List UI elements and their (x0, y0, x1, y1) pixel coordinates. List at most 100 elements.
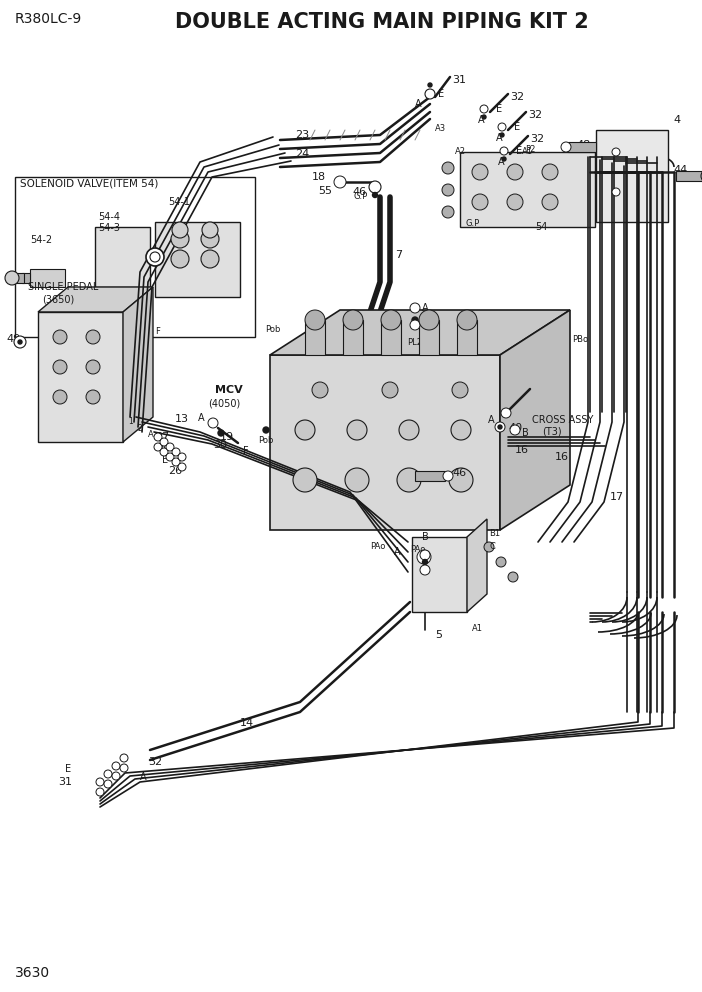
Text: A: A (496, 133, 503, 143)
Bar (155, 222, 240, 297)
Text: MCV: MCV (215, 385, 243, 395)
Circle shape (542, 194, 558, 210)
Text: 40: 40 (508, 423, 522, 433)
Circle shape (154, 443, 162, 451)
Text: SINGLE PEDAL: SINGLE PEDAL (28, 282, 98, 292)
Text: 55: 55 (318, 186, 332, 196)
Circle shape (171, 250, 189, 268)
Circle shape (263, 427, 269, 433)
Bar (22, 273, 30, 283)
Text: 13: 13 (175, 414, 189, 424)
Text: 27: 27 (422, 322, 436, 332)
Text: 14: 14 (240, 718, 254, 728)
Circle shape (561, 142, 571, 152)
Text: A3: A3 (435, 124, 446, 133)
Circle shape (334, 176, 346, 188)
Circle shape (172, 458, 180, 466)
Text: 31: 31 (452, 75, 466, 85)
Circle shape (373, 192, 378, 197)
Circle shape (112, 762, 120, 770)
Text: 1: 1 (128, 417, 133, 426)
Circle shape (508, 572, 518, 582)
Text: E: E (438, 89, 444, 99)
Circle shape (345, 468, 369, 492)
Text: 7: 7 (395, 250, 402, 260)
Text: PBo: PBo (572, 335, 588, 344)
Text: A: A (160, 444, 166, 454)
Text: B: B (522, 428, 529, 438)
Circle shape (154, 433, 162, 441)
Circle shape (428, 83, 432, 87)
Circle shape (420, 550, 430, 560)
Text: 46: 46 (452, 468, 466, 478)
Text: E: E (516, 146, 522, 156)
Text: Pob: Pob (265, 325, 280, 334)
Text: 16: 16 (555, 452, 569, 462)
Circle shape (96, 788, 104, 796)
Circle shape (442, 162, 454, 174)
Circle shape (171, 230, 189, 248)
Bar (568, 142, 596, 152)
Text: A: A (198, 413, 204, 423)
Circle shape (120, 764, 128, 772)
Circle shape (701, 169, 702, 183)
Circle shape (484, 542, 494, 552)
Text: 31: 31 (58, 777, 72, 787)
Text: 24: 24 (295, 149, 310, 159)
Text: F: F (155, 327, 160, 336)
Circle shape (312, 382, 328, 398)
Text: A: A (478, 115, 484, 125)
Circle shape (166, 443, 174, 451)
Circle shape (399, 420, 419, 440)
Text: 49: 49 (6, 334, 20, 344)
Text: 2: 2 (138, 424, 143, 433)
Text: 18: 18 (312, 172, 326, 182)
Text: 54-3: 54-3 (98, 223, 120, 233)
Bar (38, 312, 123, 442)
Text: 48: 48 (576, 140, 590, 150)
Text: A: A (394, 547, 401, 557)
Text: B: B (422, 532, 429, 542)
Text: 54-2: 54-2 (30, 235, 52, 245)
Circle shape (457, 310, 477, 330)
Circle shape (295, 420, 315, 440)
Text: 32: 32 (528, 110, 542, 120)
Circle shape (510, 425, 520, 435)
Circle shape (53, 390, 67, 404)
Circle shape (397, 468, 421, 492)
Circle shape (498, 123, 506, 131)
Text: PAo: PAo (410, 545, 425, 554)
Text: 3630: 3630 (15, 966, 50, 980)
Text: SOLENOID VALVE(ITEM 54): SOLENOID VALVE(ITEM 54) (20, 179, 159, 189)
Circle shape (449, 468, 473, 492)
Circle shape (104, 770, 112, 778)
Bar (412, 537, 467, 612)
Bar (16, 273, 24, 283)
Circle shape (472, 194, 488, 210)
Bar (676, 171, 702, 181)
Circle shape (472, 164, 488, 180)
Text: 16: 16 (515, 445, 529, 455)
Circle shape (369, 181, 381, 193)
Text: 54-1: 54-1 (168, 197, 190, 207)
Circle shape (419, 310, 439, 330)
Text: A: A (488, 415, 495, 425)
Circle shape (495, 422, 505, 432)
Circle shape (150, 252, 160, 262)
Text: 54-4: 54-4 (98, 212, 120, 222)
Polygon shape (270, 310, 570, 355)
Circle shape (53, 330, 67, 344)
Circle shape (172, 222, 188, 238)
Text: A: A (422, 303, 429, 313)
Circle shape (452, 382, 468, 398)
Text: 32: 32 (510, 92, 524, 102)
Circle shape (120, 754, 128, 762)
Circle shape (612, 188, 620, 196)
Circle shape (381, 310, 401, 330)
Circle shape (166, 453, 174, 461)
Text: A1: A1 (472, 624, 483, 633)
Text: E: E (65, 764, 71, 774)
Text: A: A (140, 772, 147, 782)
Bar (95, 227, 150, 287)
Polygon shape (500, 310, 570, 530)
